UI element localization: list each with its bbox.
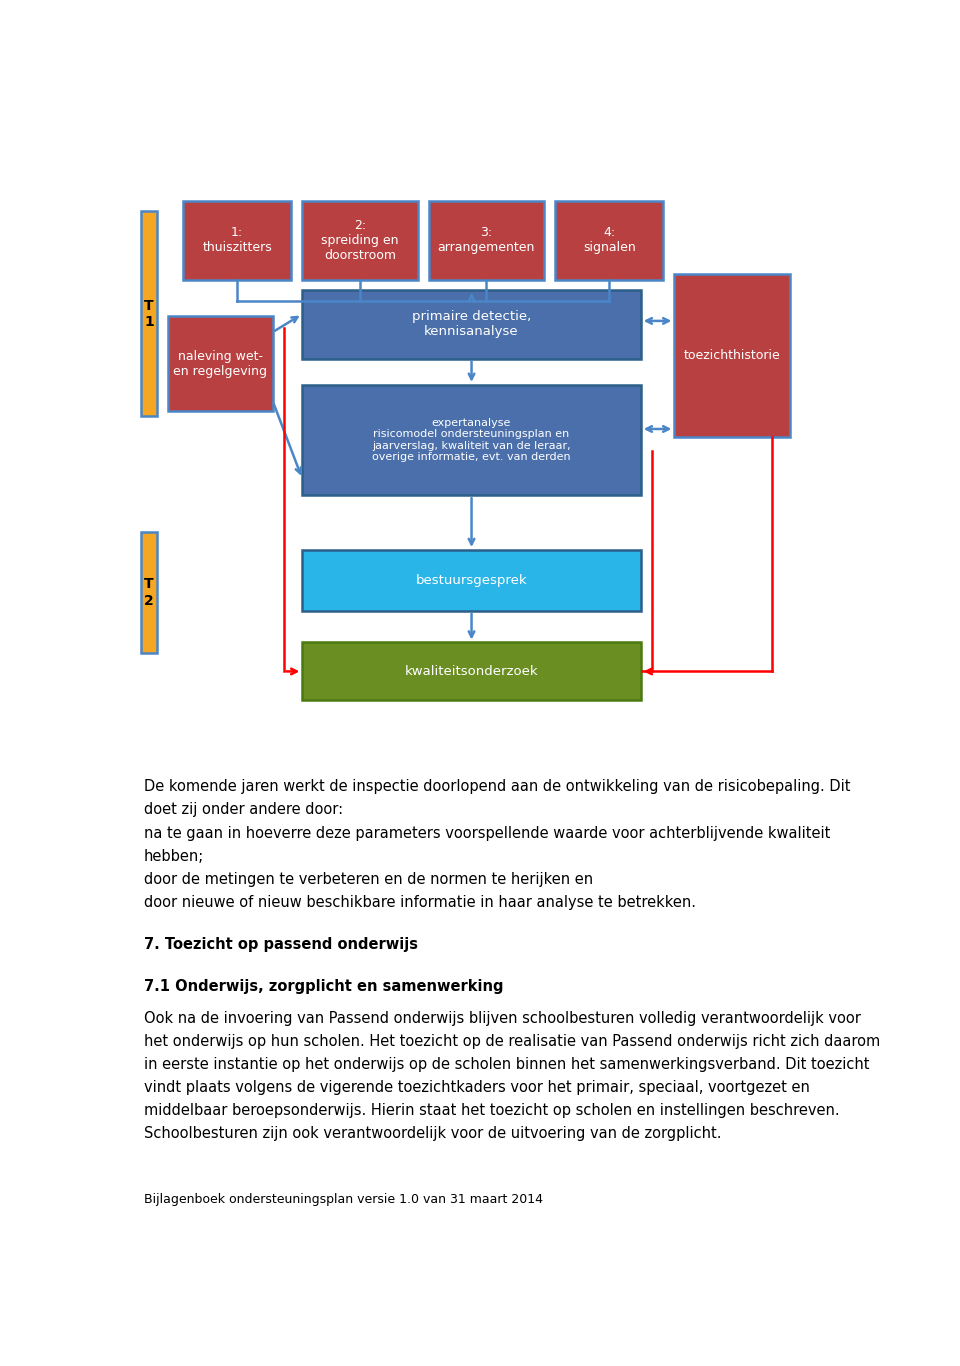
FancyBboxPatch shape (168, 317, 273, 411)
Text: na te gaan in hoeverre deze parameters voorspellende waarde voor achterblijvende: na te gaan in hoeverre deze parameters v… (144, 825, 830, 840)
Text: kwaliteitsonderzoek: kwaliteitsonderzoek (405, 665, 539, 678)
FancyBboxPatch shape (141, 531, 157, 653)
Text: T
1: T 1 (144, 299, 154, 329)
Text: 7. Toezicht op passend onderwijs: 7. Toezicht op passend onderwijs (144, 937, 418, 952)
Text: De komende jaren werkt de inspectie doorlopend aan de ontwikkeling van de risico: De komende jaren werkt de inspectie door… (144, 779, 851, 794)
Text: 3:
arrangementen: 3: arrangementen (438, 227, 535, 254)
Text: primaire detectie,
kennisanalyse: primaire detectie, kennisanalyse (412, 310, 531, 339)
FancyBboxPatch shape (302, 550, 641, 611)
Text: Schoolbesturen zijn ook verantwoordelijk voor de uitvoering van de zorgplicht.: Schoolbesturen zijn ook verantwoordelijk… (144, 1127, 721, 1142)
Text: door de metingen te verbeteren en de normen te herijken en: door de metingen te verbeteren en de nor… (144, 872, 593, 887)
FancyBboxPatch shape (302, 385, 641, 496)
Text: 7.1 Onderwijs, zorgplicht en samenwerking: 7.1 Onderwijs, zorgplicht en samenwerkin… (144, 979, 503, 994)
Text: doet zij onder andere door:: doet zij onder andere door: (144, 802, 343, 817)
Text: 4:
signalen: 4: signalen (583, 227, 636, 254)
Text: 1:
thuiszitters: 1: thuiszitters (203, 227, 272, 254)
Text: Ook na de invoering van Passend onderwijs blijven schoolbesturen volledig verant: Ook na de invoering van Passend onderwij… (144, 1011, 861, 1026)
Text: T
2: T 2 (144, 578, 154, 608)
FancyBboxPatch shape (302, 642, 641, 701)
Text: Bijlagenboek ondersteuningsplan versie 1.0 van 31 maart 2014: Bijlagenboek ondersteuningsplan versie 1… (144, 1193, 542, 1206)
Text: naleving wet-
en regelgeving: naleving wet- en regelgeving (174, 350, 268, 378)
Text: het onderwijs op hun scholen. Het toezicht op de realisatie van Passend onderwij: het onderwijs op hun scholen. Het toezic… (144, 1034, 880, 1049)
Text: 2:
spreiding en
doorstroom: 2: spreiding en doorstroom (322, 219, 398, 262)
FancyBboxPatch shape (555, 201, 663, 280)
Text: hebben;: hebben; (144, 848, 204, 863)
Text: vindt plaats volgens de vigerende toezichtkaders voor het primair, speciaal, voo: vindt plaats volgens de vigerende toezic… (144, 1081, 809, 1096)
Text: middelbaar beroepsonderwijs. Hierin staat het toezicht op scholen en instellinge: middelbaar beroepsonderwijs. Hierin staa… (144, 1104, 839, 1119)
Text: in eerste instantie op het onderwijs op de scholen binnen het samenwerkingsverba: in eerste instantie op het onderwijs op … (144, 1057, 870, 1072)
Text: toezichthistorie: toezichthistorie (684, 350, 780, 362)
Text: expertanalyse
risicomodel ondersteuningsplan en
jaarverslag, kwaliteit van de le: expertanalyse risicomodel ondersteunings… (372, 418, 571, 463)
FancyBboxPatch shape (183, 201, 291, 280)
FancyBboxPatch shape (302, 290, 641, 358)
Text: bestuursgesprek: bestuursgesprek (416, 574, 527, 587)
FancyBboxPatch shape (674, 275, 789, 437)
FancyBboxPatch shape (141, 212, 157, 417)
FancyBboxPatch shape (429, 201, 544, 280)
Text: door nieuwe of nieuw beschikbare informatie in haar analyse te betrekken.: door nieuwe of nieuw beschikbare informa… (144, 895, 696, 910)
FancyBboxPatch shape (302, 201, 418, 280)
